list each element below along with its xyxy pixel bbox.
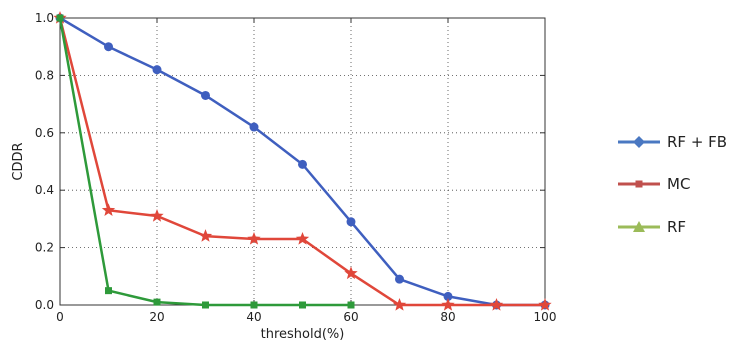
legend-item-2: RF	[618, 218, 686, 236]
x-tick-label: 0	[56, 310, 64, 324]
data-point	[250, 301, 258, 309]
data-point	[538, 298, 552, 311]
series-2	[56, 14, 355, 309]
series-0	[55, 13, 550, 310]
data-point	[105, 287, 112, 295]
data-point	[56, 14, 64, 22]
y-tick-label: 0.0	[35, 298, 54, 312]
legend-label: MC	[667, 175, 690, 193]
data-point	[101, 203, 116, 216]
x-tick-label: 20	[149, 310, 164, 324]
legend-marker	[635, 180, 643, 188]
data-point	[152, 65, 162, 75]
data-point	[489, 298, 504, 311]
data-point	[346, 217, 356, 227]
data-point	[395, 274, 404, 284]
data-point	[104, 42, 113, 52]
data-point	[392, 298, 407, 311]
legend-item-0: RF + FB	[618, 133, 727, 151]
data-point	[443, 291, 453, 301]
data-point	[249, 122, 259, 132]
legend-marker	[633, 221, 645, 232]
y-axis: 0.0 0.2 0.4 0.6 0.8 1.0	[35, 11, 545, 312]
data-point	[201, 90, 210, 100]
x-tick-label: 80	[440, 310, 455, 324]
legend-label: RF + FB	[667, 133, 727, 151]
data-point	[202, 301, 209, 309]
y-tick-label: 0.6	[35, 126, 54, 140]
x-tick-label: 60	[343, 310, 358, 324]
y-tick-label: 1.0	[35, 11, 54, 25]
y-axis-label: CDDR	[11, 142, 26, 180]
x-tick-label: 40	[246, 310, 261, 324]
data-point	[247, 231, 261, 245]
data-point	[150, 209, 164, 222]
data-point	[295, 231, 310, 245]
series-layer	[53, 11, 552, 311]
data-point	[299, 301, 306, 309]
x-tick-label: 100	[534, 310, 557, 324]
legend-marker	[633, 136, 645, 148]
data-point	[153, 298, 161, 306]
data-point	[198, 229, 213, 242]
legend-label: RF	[667, 218, 686, 236]
data-point	[347, 301, 355, 309]
y-tick-label: 0.4	[35, 183, 54, 197]
series-1	[53, 11, 552, 311]
series-line	[58, 17, 351, 307]
x-axis-label: threshold(%)	[261, 327, 345, 342]
x-axis: 0 20 40 60 80 100	[56, 18, 556, 324]
legend-item-1: MC	[618, 175, 690, 193]
data-point	[344, 266, 358, 280]
y-tick-label: 0.8	[35, 68, 54, 82]
y-tick-label: 0.2	[35, 241, 54, 255]
data-point	[298, 159, 307, 169]
data-point	[441, 298, 455, 311]
legend: RF + FB MC RF	[618, 133, 727, 236]
